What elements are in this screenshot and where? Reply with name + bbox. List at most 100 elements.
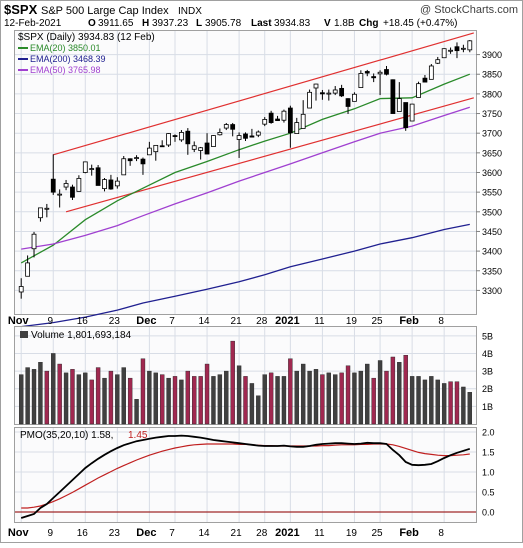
candle-body [38,207,43,219]
date-tick-label: 2021 [275,527,299,539]
price-tick-label: 3600 [482,168,502,178]
volume-bar [262,374,267,425]
volume-bar [313,369,319,425]
volume-bar [275,376,280,425]
pmo-lines [20,434,471,519]
index-name: S&P 500 Large Cap Index [41,5,169,17]
volume-bar [76,374,82,425]
volume-bar [467,392,472,425]
date-tick-label: 11 [314,528,325,539]
candle-body [352,93,357,102]
candle-body [275,118,280,122]
ema50-legend: EMA(50) 3765.98 [30,65,101,75]
candle-body [326,92,332,95]
candle-body [461,47,466,50]
date-tick-label: Feb [399,527,419,539]
volume-tick-label: 5B [482,331,493,341]
ema20-line [20,73,471,264]
ema200-line [21,223,470,328]
volume-bar [441,383,447,425]
volume-bar [224,370,229,425]
date-tick-label: Dec [136,527,156,539]
candle-body [281,110,287,121]
date-tick-label: 11 [314,316,325,327]
candle-body [102,179,107,190]
pmo-tick-label: 1.5 [482,448,495,458]
candle-body [179,132,184,141]
volume-bar [115,374,120,425]
volume-bar [140,358,146,425]
ema-overlays [20,73,471,328]
symbol: $SPX [4,2,38,17]
candle-body [211,135,216,147]
pmo-tick-label: 0.5 [482,488,495,498]
candle-body [70,186,75,198]
pmo-signal-legend: 1.45 [128,430,148,441]
price-tick-label: 3700 [482,129,502,139]
pmo-legend: PMO(35,20,10) 1.58, [20,430,113,441]
candle-body [396,98,402,112]
volume-bar [51,353,56,425]
volume-bar [108,370,114,425]
candle-body [422,77,428,83]
volume-bar [211,376,216,425]
candle-body [364,71,370,74]
volume-bar [31,369,37,425]
date-tick-label: 23 [109,528,121,539]
volume-bar [153,372,158,425]
volume-bar [243,376,248,425]
price-tick-label: 3850 [482,70,502,80]
pmo-line [20,434,471,519]
pmo-grid [15,428,476,522]
candle-body [287,107,293,134]
date-tick-label: 25 [372,528,384,539]
candle-body [57,193,63,196]
quote-date: 12-Feb-2021 [4,18,62,29]
candle-body [95,167,101,186]
candle-body [204,142,210,155]
candle-body [345,98,351,107]
candle-body [409,103,415,122]
candle-body [172,135,178,137]
candle-body [82,161,88,173]
volume-bar [352,372,357,425]
date-tick-label: 9 [47,316,53,327]
volume-bar [95,367,101,425]
header: $SPX S&P 500 Large Cap Index INDX @ Stoc… [4,2,518,29]
pmo-tick-label: 2.0 [482,428,495,438]
candle-body [294,122,300,134]
candle-body [384,69,389,75]
volume-bar [288,358,293,425]
volume-bar [333,374,338,425]
candle-body [441,48,447,59]
open-value: 3911.65 [98,18,134,29]
candle-body [313,83,319,89]
date-tick-label: 8 [438,316,444,327]
volume-bar [19,374,24,425]
date-tick-label: 19 [346,528,358,539]
candle-body [332,89,338,94]
candle-body [243,133,248,139]
pmo-tick-label: 1.0 [482,468,495,478]
volume-bar [403,355,408,425]
candle-body [339,87,345,97]
pmo-y-axis: 0.0 0.5 1.0 1.5 2.0 [482,428,495,518]
price-tick-label: 3900 [482,50,502,60]
candle-body [25,262,30,277]
price-tick-label: 3500 [482,207,502,217]
volume-bar [409,376,415,425]
volume-bar [44,370,50,425]
price-y-axis: 3300 3350 3400 3450 3500 3550 3600 3650 3700 3750… [476,50,502,296]
candle-body [44,207,50,210]
candle-body [18,286,24,293]
open-label: O [88,18,96,29]
candle-body [377,71,383,75]
candle-body [268,112,274,123]
ema50-line [21,106,470,250]
volume-bar [435,379,440,425]
volume-bar [63,372,69,425]
volume-bar [160,374,165,425]
candle-body [108,179,114,190]
candle-body [390,79,396,114]
